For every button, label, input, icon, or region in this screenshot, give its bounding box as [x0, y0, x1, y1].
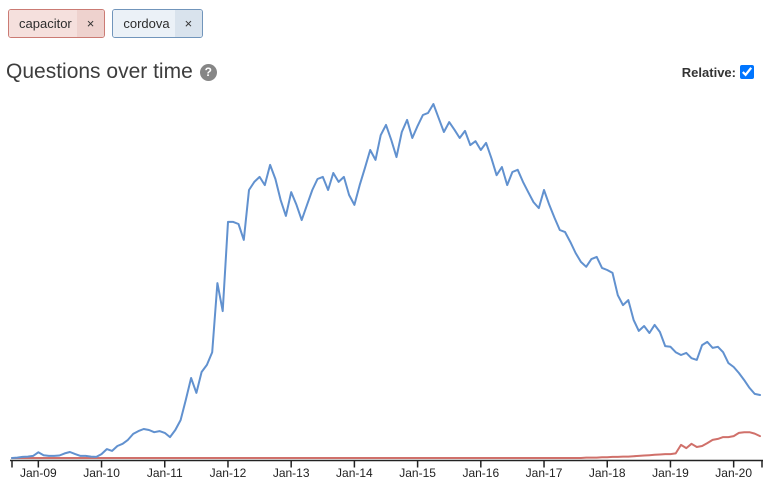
tag-chip-cordova: cordova × — [112, 9, 204, 38]
x-axis-label: Jan-19 — [652, 466, 689, 480]
capacitor-line — [11, 431, 761, 459]
relative-checkbox[interactable] — [740, 65, 754, 79]
tag-chip-list: capacitor × cordova × — [8, 9, 204, 38]
x-axis-label: Jan-10 — [83, 466, 120, 480]
x-axis-label: Jan-17 — [526, 466, 563, 480]
x-axis-label: Jan-09 — [20, 466, 57, 480]
x-axis-label: Jan-14 — [336, 466, 373, 480]
cordova-line — [11, 103, 761, 459]
x-axis-label: Jan-13 — [273, 466, 310, 480]
help-icon[interactable]: ? — [199, 63, 217, 81]
chart-header: Questions over time ? Relative: — [6, 60, 754, 84]
tag-chip-capacitor: capacitor × — [8, 9, 106, 38]
x-axis-label: Jan-11 — [147, 466, 183, 480]
remove-tag-button[interactable]: × — [76, 10, 105, 37]
x-axis-label: Jan-15 — [399, 466, 436, 480]
x-axis-label: Jan-18 — [589, 466, 626, 480]
page-title: Questions over time — [6, 60, 193, 83]
tag-chip-label: capacitor — [9, 10, 77, 37]
x-axis-label: Jan-20 — [715, 466, 752, 480]
relative-toggle: Relative: — [682, 65, 754, 80]
tag-chip-label: cordova — [113, 10, 175, 37]
x-axis-label: Jan-12 — [210, 466, 247, 480]
remove-tag-button[interactable]: × — [174, 10, 203, 37]
x-axis-label: Jan-16 — [462, 466, 499, 480]
relative-label: Relative: — [681, 64, 736, 80]
